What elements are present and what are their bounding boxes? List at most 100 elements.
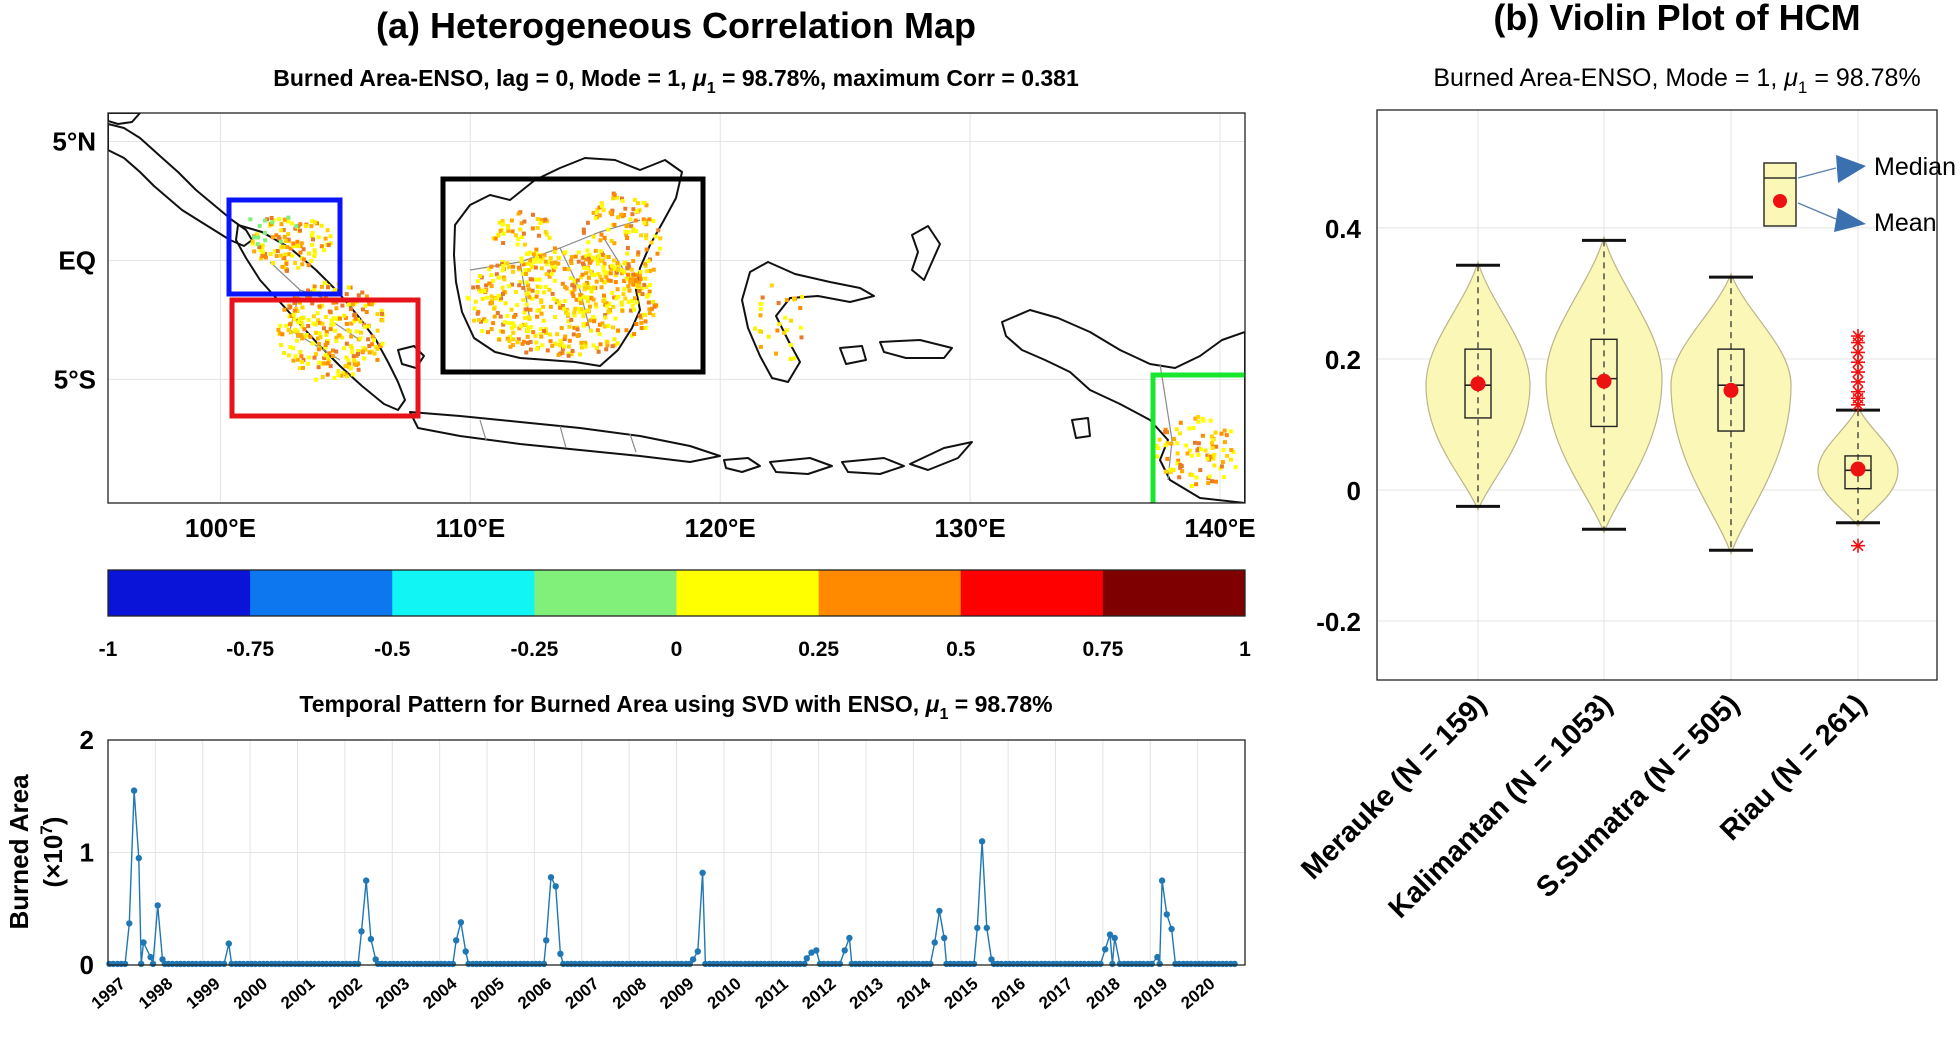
colorbar-swatch (960, 570, 1104, 616)
correlation-pixel (284, 268, 289, 273)
correlation-pixel (616, 328, 621, 333)
correlation-pixel (572, 287, 577, 292)
violin-iqr-box (1464, 348, 1492, 419)
correlation-pixel (547, 274, 552, 279)
correlation-pixel (545, 262, 549, 267)
correlation-pixel (560, 350, 565, 355)
correlation-pixel (545, 348, 550, 353)
correlation-pixel (537, 308, 542, 313)
correlation-pixel (331, 322, 336, 327)
correlation-pixel (344, 321, 349, 326)
correlation-pixel (625, 246, 630, 250)
correlation-pixel (627, 288, 632, 293)
correlation-pixel (629, 224, 634, 229)
correlation-pixel (531, 252, 536, 257)
correlation-pixel (501, 266, 506, 271)
correlation-pixel (268, 252, 273, 257)
lon-tick-label: 140°E (1184, 513, 1255, 543)
correlation-pixel (293, 226, 298, 231)
correlation-pixel (615, 341, 620, 346)
lat-tick-label: 5°N (52, 127, 96, 157)
correlation-pixel (524, 307, 529, 312)
correlation-pixel (800, 294, 805, 299)
correlation-pixel (643, 319, 648, 324)
year-tick-label: 1999 (182, 974, 223, 1013)
correlation-pixel (798, 306, 803, 310)
correlation-pixel (593, 248, 598, 253)
correlation-pixel (342, 346, 346, 351)
correlation-pixel (1196, 441, 1201, 446)
correlation-pixel (1221, 448, 1226, 452)
correlation-pixel (378, 344, 383, 348)
correlation-pixel (639, 320, 644, 325)
correlation-pixel (585, 266, 590, 271)
correlation-pixel (501, 264, 506, 268)
correlation-pixel (367, 344, 372, 348)
correlation-pixel (524, 302, 529, 307)
correlation-pixel (500, 285, 505, 290)
correlation-pixel (312, 248, 317, 253)
colorbar-frame (107, 569, 1246, 617)
correlation-pixel (758, 307, 763, 312)
correlation-pixel (312, 284, 317, 289)
correlation-pixel (585, 308, 590, 313)
lon-tick-label: 120°E (685, 513, 756, 543)
colorbar-tick-label: 0.5 (946, 638, 976, 661)
correlation-pixel (360, 290, 365, 295)
correlation-pixel (1211, 456, 1216, 461)
ts-point (1231, 960, 1238, 968)
correlation-pixel (289, 313, 294, 318)
correlation-pixel (360, 307, 365, 312)
legend-mean-dot (1773, 194, 1787, 208)
correlation-pixel (323, 315, 328, 319)
correlation-pixel (328, 327, 333, 332)
correlation-pixel (500, 329, 505, 334)
correlation-pixel (538, 254, 543, 259)
correlation-pixel (630, 276, 635, 281)
correlation-pixel (489, 284, 494, 288)
ts-point (941, 934, 948, 942)
correlation-pixel (332, 376, 337, 380)
correlation-pixel (593, 302, 598, 307)
correlation-pixel (497, 275, 502, 280)
correlation-pixel (548, 339, 553, 344)
ts-point (449, 960, 457, 968)
correlation-pixel (290, 253, 295, 258)
correlation-pixel (1174, 427, 1179, 432)
correlation-pixel (487, 267, 491, 272)
correlation-pixel (599, 258, 604, 263)
timor-coast (909, 441, 973, 471)
correlation-pixel (281, 255, 286, 260)
correlation-pixel (349, 334, 354, 339)
correlation-pixel (295, 309, 300, 314)
correlation-pixel (1210, 441, 1214, 446)
correlation-pixel (471, 285, 476, 290)
correlation-pixel (375, 357, 380, 362)
correlation-pixel (643, 325, 648, 330)
correlation-pixel (310, 231, 315, 236)
correlation-pixel (572, 310, 577, 315)
correlation-pixel (576, 306, 581, 311)
correlation-pixel (511, 264, 515, 269)
correlation-pixel (502, 289, 507, 294)
correlation-pixel (263, 218, 267, 223)
correlation-pixel (356, 352, 360, 356)
correlation-pixel (282, 234, 287, 239)
correlation-pixel (568, 276, 573, 281)
correlation-pixel (1196, 419, 1201, 424)
year-tick-label: 2008 (609, 974, 650, 1013)
correlation-pixel (498, 229, 503, 233)
correlation-pixel (539, 327, 543, 331)
ts-y-tick-label: 0 (80, 950, 94, 980)
correlation-pixel (297, 366, 302, 371)
correlation-pixel (556, 352, 561, 357)
correlation-pixel (344, 292, 349, 297)
correlation-pixel (564, 310, 568, 315)
correlation-pixel (606, 323, 611, 328)
violin-subtitle: Burned Area-ENSO, Mode = 1, μ1 = 98.78% (1433, 64, 1920, 97)
correlation-pixel (360, 349, 365, 354)
correlation-pixel (586, 299, 590, 304)
correlation-pixel (632, 332, 637, 336)
correlation-pixel (296, 333, 300, 337)
correlation-pixel (569, 317, 574, 322)
